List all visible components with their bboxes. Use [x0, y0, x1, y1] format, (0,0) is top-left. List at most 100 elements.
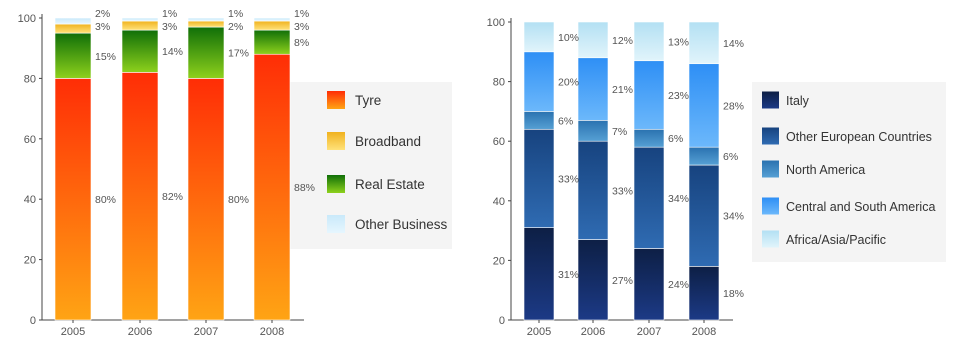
bar-segment: [577, 140, 609, 240]
legend-label: Real Estate: [355, 177, 425, 192]
bar-segment: [577, 57, 609, 121]
data-label: 3%: [294, 21, 309, 33]
bar-segment: [688, 63, 720, 148]
data-label: 10%: [558, 32, 579, 44]
x-tick-label: 2008: [260, 326, 284, 338]
y-tick-label: 80: [493, 77, 505, 89]
data-label: 15%: [95, 51, 116, 63]
legend-label: Africa/Asia/Pacific: [786, 233, 886, 247]
data-label: 82%: [162, 191, 183, 203]
bar-segment: [54, 17, 92, 25]
bar-segment: [633, 128, 665, 148]
bar-segment: [577, 120, 609, 142]
legend-swatch: [762, 91, 779, 109]
y-tick-label: 100: [487, 17, 505, 29]
data-label: 31%: [558, 269, 579, 281]
bar-segment: [121, 72, 159, 321]
bar-segment: [577, 21, 609, 59]
bar-segment: [54, 23, 92, 34]
data-label: 1%: [228, 8, 243, 20]
bar-segment: [633, 21, 665, 62]
data-label: 28%: [723, 100, 744, 112]
data-label: 6%: [668, 133, 683, 145]
y-tick-label: 0: [30, 315, 36, 327]
y-tick-label: 20: [24, 255, 36, 267]
data-label: 3%: [95, 21, 110, 33]
data-label: 24%: [668, 279, 689, 291]
data-label: 13%: [668, 36, 689, 48]
bar-segment: [688, 21, 720, 65]
data-label: 18%: [723, 288, 744, 300]
bar-segment: [633, 248, 665, 321]
x-tick-label: 2006: [581, 326, 605, 338]
y-tick-label: 60: [24, 134, 36, 146]
bar-segment: [688, 266, 720, 321]
legend-label: Other Business: [355, 217, 448, 232]
bar-segment: [253, 53, 291, 321]
data-label: 33%: [612, 185, 633, 197]
bar-segment: [54, 32, 92, 79]
data-label: 2%: [228, 21, 243, 33]
data-label: 12%: [612, 35, 633, 47]
data-label: 14%: [723, 38, 744, 50]
chart-2: 0 20 40 60 80 100 2005 2006 2007 2008 31% 33% 6% 20% 1…: [487, 17, 946, 338]
bar-segment: [523, 51, 555, 112]
bar-segment: [523, 21, 555, 53]
bar-segment: [187, 17, 225, 22]
data-label: 80%: [228, 194, 249, 206]
data-label: 20%: [558, 77, 579, 89]
legend-label: Italy: [786, 94, 810, 108]
x-tick-label: 2005: [527, 326, 551, 338]
bar-segment: [577, 239, 609, 321]
bar-segment: [633, 60, 665, 130]
x-tick-label: 2007: [637, 326, 661, 338]
data-label: 33%: [558, 173, 579, 185]
data-label: 6%: [558, 115, 573, 127]
data-label: 2%: [95, 8, 110, 20]
bar-segment: [523, 227, 555, 321]
data-label: 34%: [723, 211, 744, 223]
bar-segment: [523, 128, 555, 228]
data-label: 34%: [668, 193, 689, 205]
legend-swatch: [327, 91, 345, 109]
data-label: 88%: [294, 182, 315, 194]
legend-label: Broadband: [355, 134, 421, 149]
data-label: 23%: [668, 90, 689, 102]
legend-label: Other European Countries: [786, 130, 932, 144]
bar-segment: [187, 26, 225, 79]
y-tick-label: 40: [24, 194, 36, 206]
bar-segment: [121, 17, 159, 22]
bar-segment: [121, 29, 159, 73]
legend-label: Tyre: [355, 93, 381, 108]
bar-segment: [688, 146, 720, 166]
bar-segment: [54, 78, 92, 321]
data-label: 3%: [162, 21, 177, 33]
bar-segment: [633, 146, 665, 249]
data-label: 21%: [612, 84, 633, 96]
x-tick-label: 2006: [128, 326, 152, 338]
data-label: 1%: [294, 8, 309, 20]
legend-swatch: [327, 175, 345, 193]
data-label: 1%: [162, 8, 177, 20]
bar-segment: [187, 20, 225, 28]
legend-label: North America: [786, 163, 865, 177]
y-tick-label: 60: [493, 136, 505, 148]
legend-panel: [752, 82, 946, 262]
legend-swatch: [762, 127, 779, 145]
legend-swatch: [762, 230, 779, 248]
legend-panel: [290, 82, 452, 249]
data-label: 8%: [294, 37, 309, 49]
bar-segment: [121, 20, 159, 31]
data-label: 17%: [228, 48, 249, 60]
y-tick-label: 0: [499, 315, 505, 327]
bar-segment: [688, 164, 720, 267]
x-tick-label: 2008: [692, 326, 716, 338]
bar-segment: [187, 78, 225, 321]
data-label: 80%: [95, 194, 116, 206]
bar-segment: [253, 29, 291, 55]
legend-label: Central and South America: [786, 200, 935, 214]
legend-swatch: [327, 215, 345, 233]
